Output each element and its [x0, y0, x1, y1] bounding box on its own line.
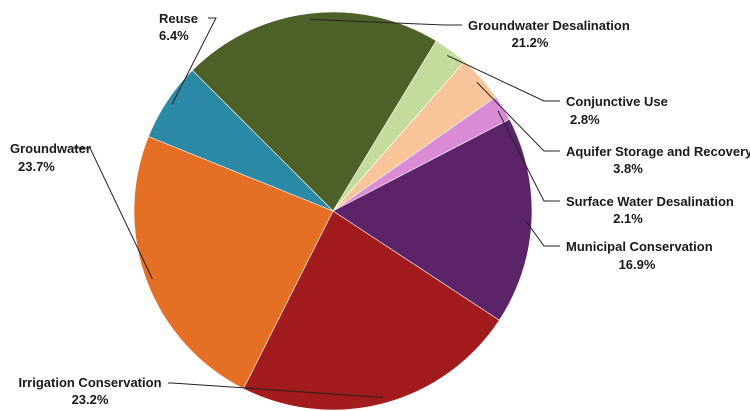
value-irrigation-conservation: 23.2%: [72, 392, 109, 407]
leader-municipal-conservation: [525, 220, 560, 247]
leader-irrigation-conservation: [168, 382, 383, 398]
label-conjunctive-use: Conjunctive Use: [566, 94, 668, 109]
label-aquifer-storage-and-recovery: Aquifer Storage and Recovery: [566, 144, 750, 159]
slice-municipal-conservation: [332, 118, 533, 321]
pie-slices: [133, 11, 533, 411]
value-reuse: 6.4%: [159, 28, 189, 43]
slice-irrigation-conservation: [243, 210, 500, 411]
leader-surface-water-desalination: [497, 110, 560, 202]
value-municipal-conservation: 16.9%: [619, 257, 656, 272]
value-surface-water-desalination: 2.1%: [613, 211, 643, 226]
leader-lines: [72, 17, 560, 398]
leader-groundwater: [72, 147, 153, 280]
value-groundwater: 23.7%: [18, 159, 55, 174]
slice-groundwater-desalination: [191, 11, 437, 212]
label-reuse: Reuse: [159, 11, 198, 26]
value-groundwater-desalination: 21.2%: [512, 35, 549, 50]
slice-groundwater: [133, 136, 334, 390]
label-groundwater: Groundwater: [10, 141, 91, 156]
label-municipal-conservation: Municipal Conservation: [566, 239, 713, 254]
label-surface-water-desalination: Surface Water Desalination: [566, 194, 734, 209]
value-conjunctive-use: 2.8%: [570, 112, 600, 127]
leader-groundwater-desalination: [309, 18, 462, 26]
leader-conjunctive-use: [446, 54, 560, 102]
leader-reuse: [171, 17, 217, 105]
leader-aquifer-storage-and-recovery: [476, 81, 560, 152]
value-aquifer-storage-and-recovery: 3.8%: [613, 161, 643, 176]
label-irrigation-conservation: Irrigation Conservation: [18, 375, 161, 390]
slice-reuse: [148, 69, 334, 212]
label-groundwater-desalination: Groundwater Desalination: [468, 18, 630, 33]
slice-labels: Groundwater Desalination 21.2% Conjuncti…: [10, 11, 750, 407]
